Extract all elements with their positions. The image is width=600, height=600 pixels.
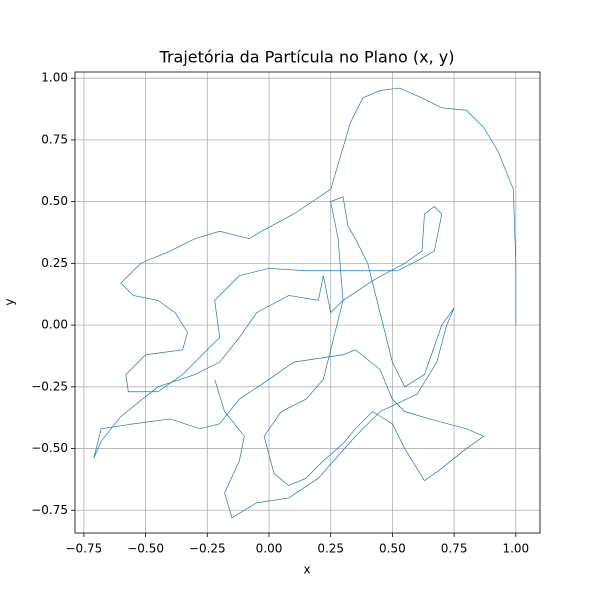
x-axis-label: x: [303, 563, 310, 577]
y-tick-label: 0.75: [41, 132, 68, 146]
y-tick-label: −0.25: [31, 379, 68, 393]
x-tick-label: 0.75: [441, 542, 468, 556]
x-tick-label: 0.00: [256, 542, 283, 556]
y-axis-label: y: [3, 298, 17, 305]
y-tick-label: 0.00: [41, 318, 68, 332]
x-tick-label: 0.25: [317, 542, 344, 556]
plot-frame: [74, 71, 541, 534]
x-tick-label: −0.75: [65, 542, 102, 556]
chart-title: Trajetória da Partícula no Plano (x, y): [159, 48, 455, 67]
y-tick-label: −0.50: [31, 441, 68, 455]
x-tick-label: 0.50: [379, 542, 406, 556]
y-tick-label: −0.75: [31, 503, 68, 517]
y-tick-label: 0.50: [41, 194, 68, 208]
y-tick-label: 1.00: [41, 71, 68, 85]
x-tick-label: −0.50: [127, 542, 164, 556]
trajectory-line: [93, 87, 517, 519]
x-tick-label: 1.00: [502, 542, 529, 556]
x-tick-label: −0.25: [189, 542, 226, 556]
y-tick-label: 0.25: [41, 256, 68, 270]
